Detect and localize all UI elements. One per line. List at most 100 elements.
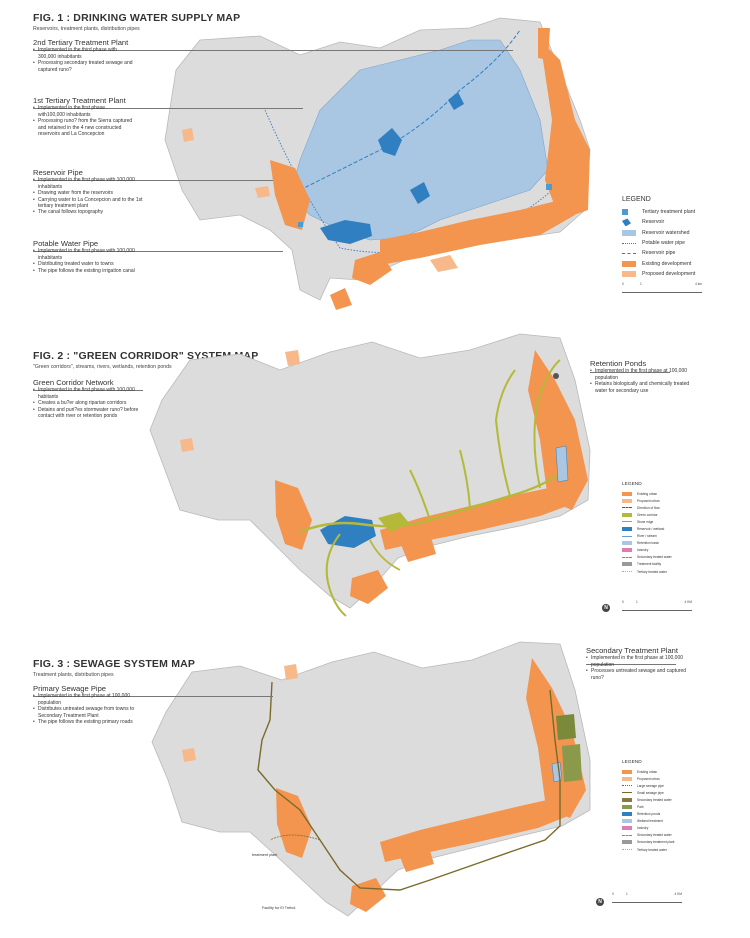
fig1-proposed-2 xyxy=(430,255,458,272)
fig1-reservoir-north xyxy=(378,128,402,156)
fig2-corridor-2 xyxy=(459,449,471,509)
legend-label: Secondary treated water xyxy=(637,797,672,802)
annotation-bullet: The pipe follows the existing primary ro… xyxy=(33,719,153,726)
annotation-bullet: Carrying water to La Concepcion and to t… xyxy=(33,197,143,210)
legend-label: Large sewage pipe xyxy=(637,783,664,788)
fig1-leader-2 xyxy=(33,108,303,109)
legend-label: Tertiary treatment plant xyxy=(642,209,696,216)
fig2-retention-pond xyxy=(555,445,569,483)
legend-row: Reservoir pipe xyxy=(622,248,732,258)
scale-1: 1 xyxy=(636,600,638,604)
fig1-annotation-2nd-plant: 2nd Tertiary Treatment Plant Implemented… xyxy=(33,38,133,73)
fig2-retention-marker xyxy=(553,373,559,379)
legend-label: Proposed urban xyxy=(637,776,660,781)
fig2-corridor-4 xyxy=(533,359,561,489)
industry-swatch xyxy=(622,548,632,553)
fig1-leader-1 xyxy=(33,50,513,51)
legend-row: Existing development xyxy=(622,258,732,268)
fig1-tertiary-plant-2 xyxy=(298,222,303,227)
fig3-dev-west xyxy=(276,788,312,858)
fig2-corridor-5 xyxy=(409,469,431,521)
annotation-title: Retention Ponds xyxy=(590,359,647,368)
fig2-legend: LEGEND Existing urban Proposed urban Dir… xyxy=(622,482,712,575)
fig3-legend: LEGEND Existing urban Proposed urban Lar… xyxy=(622,760,712,853)
fig2-map xyxy=(149,333,591,617)
annotation-bullet: Detains and puri?es stormwater runo? bef… xyxy=(33,407,153,420)
legend-row: Secondary treated water xyxy=(622,832,712,839)
scale-end: 4 KM xyxy=(674,892,682,896)
tertiary-plant-swatch xyxy=(622,209,628,216)
annotation-bullet: Distributes untreated sewage from towns … xyxy=(33,706,153,719)
fig1-legend: LEGEND Tertiary treatment plant Reservoi… xyxy=(622,196,732,279)
scale-end: 4 km xyxy=(695,282,702,286)
fig2-corridor-1 xyxy=(299,469,566,534)
fig2-corridor-6 xyxy=(325,533,347,617)
industry-swatch xyxy=(622,826,632,831)
legend-label: Small sewage pipe xyxy=(637,790,664,795)
fig2-proposed-2 xyxy=(285,350,300,366)
legend-label: Existing urban xyxy=(637,491,658,496)
fig1-scale: 0 1 4 km xyxy=(622,282,702,293)
annotation-title: Secondary Treatment Plant xyxy=(586,646,679,655)
reservoir-swatch xyxy=(622,218,631,227)
legend-label: Proposed development xyxy=(642,270,696,277)
legend-row: Small sewage pipe xyxy=(622,789,712,796)
annotation-bullet: Creates a bu?er along riparian corridors xyxy=(33,400,153,407)
legend-row: Tertiary treated water xyxy=(622,846,712,853)
legend-row: Existing urban xyxy=(622,768,712,775)
legend-label: Reservoir pipe xyxy=(642,250,676,257)
annotation-bullet: Processes untreated sewage and captured … xyxy=(586,668,696,681)
legend-label: Direction of flow xyxy=(637,505,660,510)
fig1-leader-4 xyxy=(33,251,283,252)
legend-row: Direction of flow xyxy=(622,504,712,511)
legend-label: Proposed urban xyxy=(637,498,660,503)
fig2-dev-east xyxy=(528,350,588,510)
fig1-dev-south xyxy=(380,200,575,265)
scale-0: 0 xyxy=(622,600,624,604)
legend-title: LEGEND xyxy=(622,482,642,487)
legend-row: Park xyxy=(622,803,712,810)
fig3-annotation-primary-sewage: Primary Sewage Pipe Implemented in the f… xyxy=(33,684,153,726)
legend-row: Tertiary treated water xyxy=(622,568,712,575)
legend-row: Secondary treated water xyxy=(622,796,712,803)
legend-label: Tertiary treated water xyxy=(637,847,667,852)
proposed-dev-swatch xyxy=(622,270,636,277)
fig2-corridor-7 xyxy=(369,539,401,571)
retention-ponds-swatch xyxy=(622,812,632,817)
fig3-label-treatment-plant: treatment plant xyxy=(252,853,278,857)
fig2-panel: FIG. 2 : "GREEN CORRIDOR" SYSTEM MAP "Gr… xyxy=(0,320,750,630)
annotation-bullet: Implemented in the first phase with100,0… xyxy=(33,105,133,118)
annotation-bullet: Processing runo? from the Sierra capture… xyxy=(33,118,133,137)
scale-1: 1 xyxy=(626,892,628,896)
fig3-sewage-pipe xyxy=(257,681,561,891)
legend-row: Potable water pipe xyxy=(622,238,732,248)
existing-urban-swatch xyxy=(622,769,632,774)
fig1-dev-sw xyxy=(352,252,392,285)
legend-row: Large sewage pipe xyxy=(622,782,712,789)
fig3-proposed-2 xyxy=(284,664,298,680)
legend-label: Secondary treated water xyxy=(637,555,672,560)
fig3-north-arrow-icon: N xyxy=(596,898,604,906)
fig1-reservoir-east xyxy=(448,92,464,110)
annotation-title: Reservoir Pipe xyxy=(33,168,83,177)
fig3-scale: 0 1 4 KM xyxy=(612,892,682,903)
legend-row: Secondary treatment plant xyxy=(622,839,712,846)
legend-row: Secondary treated water xyxy=(622,554,712,561)
scale-0: 0 xyxy=(622,282,624,286)
legend-label: Secondary treatment plant xyxy=(637,840,675,845)
legend-label: Green corridor xyxy=(637,512,658,517)
legend-row: Reservoir / wetland xyxy=(622,525,712,532)
secondary-water-swatch xyxy=(622,797,632,802)
legend-row: Green corridor xyxy=(622,511,712,518)
retention-basin-swatch xyxy=(622,541,632,546)
legend-label: Secondary treated water xyxy=(637,833,672,838)
legend-label: Tertiary treated water xyxy=(637,569,667,574)
legend-row: Industry xyxy=(622,547,712,554)
legend-row: Tertiary treatment plant xyxy=(622,207,732,217)
fig1-dev-east xyxy=(540,40,590,220)
stone-edge-swatch xyxy=(622,521,632,523)
annotation-bullet: Retains biologically and chemically trea… xyxy=(590,381,700,394)
legend-label: Treatment facility xyxy=(637,562,662,567)
fig1-map xyxy=(164,17,591,310)
fig1-dev-south2 xyxy=(330,288,352,310)
